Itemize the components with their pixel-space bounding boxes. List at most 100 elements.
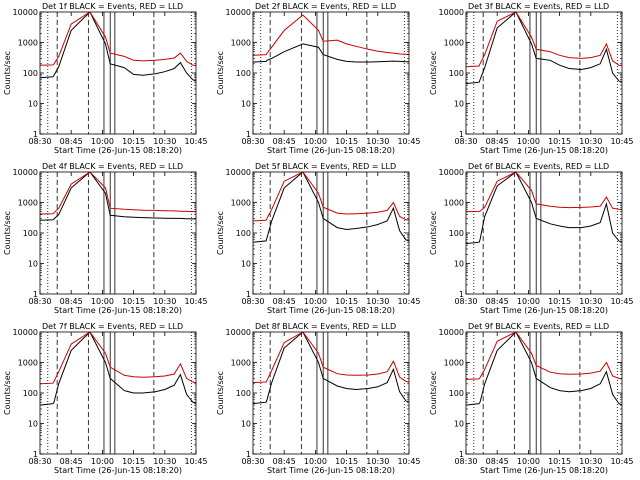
y-tick-label: 1 [246,290,251,299]
lld-series-line [40,12,196,67]
plot-frame [465,331,623,455]
lightcurve-chart: Det 2f BLACK = Events, RED = LLD 1 10 100 10… [216,2,421,155]
y-tick-label: 10000 [439,168,464,177]
x-tick-label: 10:00 [304,297,327,306]
plot-frame [252,331,410,455]
events-series-line [40,332,196,406]
lightcurve-chart: Det 9f BLACK = Events, RED = LLD 1 10 100 10… [429,322,634,475]
x-tick-label: 10:30 [153,457,176,466]
y-tick-label: 10 [28,260,38,269]
y-tick-label: 1000 [231,359,251,368]
x-tick-label: 08:45 [60,457,83,466]
x-tick-label: 08:45 [60,137,83,146]
panel-title: Det 4f BLACK = Events, RED = LLD [42,162,183,171]
y-tick-label: 1000 [444,39,464,48]
x-tick-label: 10:45 [184,137,207,146]
x-tick-label: 10:15 [335,457,358,466]
lld-series-line [40,332,196,385]
y-tick-label: 100 [449,389,464,398]
y-tick-label: 1 [459,290,464,299]
y-tick-label: 10 [241,100,251,109]
x-tick-label: 08:45 [486,457,509,466]
x-tick-label: 10:00 [517,137,540,146]
x-tick-label: 10:00 [304,137,327,146]
y-tick-label: 1000 [18,359,38,368]
y-tick-label: 1 [246,450,251,459]
lightcurve-chart: Det 3f BLACK = Events, RED = LLD 1 10 100 10… [429,2,634,155]
lightcurve-chart: Det 8f BLACK = Events, RED = LLD 1 10 100 10… [216,322,421,475]
detector-panel: Det 8f BLACK = Events, RED = LLD 1 10 100 10… [213,320,426,480]
x-tick-label: 08:30 [454,137,477,146]
events-series-line [466,172,622,245]
x-tick-label: 08:45 [60,297,83,306]
events-series-line [466,332,622,406]
detector-panel: Det 1f BLACK = Events, RED = LLD 1 10 100 10… [0,0,213,160]
y-axis-label: Counts/sec [3,371,12,415]
x-tick-label: 10:45 [397,297,420,306]
y-tick-label: 100 [449,229,464,238]
x-tick-label: 10:00 [91,297,114,306]
x-axis-label: Start Time (26-Jun-15 08:18:20) [54,146,182,155]
x-tick-label: 10:30 [579,457,602,466]
x-tick-label: 10:00 [91,137,114,146]
lld-series-line [40,172,196,215]
plot-frame [252,171,410,295]
x-axis-label: Start Time (26-Jun-15 08:18:20) [54,306,182,315]
x-tick-label: 08:45 [486,137,509,146]
x-tick-label: 08:45 [273,137,296,146]
x-tick-label: 10:00 [91,457,114,466]
y-tick-label: 10 [28,100,38,109]
x-tick-label: 10:45 [184,457,207,466]
x-tick-label: 10:30 [366,457,389,466]
panel-title: Det 5f BLACK = Events, RED = LLD [255,162,396,171]
y-axis-label: Counts/sec [216,51,225,95]
x-tick-label: 10:15 [548,297,571,306]
lld-series-line [466,12,622,68]
x-tick-label: 10:30 [153,137,176,146]
y-tick-label: 1000 [231,39,251,48]
x-axis-label: Start Time (26-Jun-15 08:18:20) [267,466,395,475]
y-tick-label: 1000 [231,199,251,208]
x-tick-label: 10:00 [517,457,540,466]
plot-frame [39,331,197,455]
y-tick-label: 1 [459,450,464,459]
x-tick-label: 08:30 [241,457,264,466]
x-tick-label: 10:15 [122,297,145,306]
plot-frame [39,11,197,135]
x-tick-label: 10:30 [579,297,602,306]
x-tick-label: 10:45 [397,457,420,466]
panel-title: Det 3f BLACK = Events, RED = LLD [468,2,609,11]
detector-panel: Det 2f BLACK = Events, RED = LLD 1 10 100 10… [213,0,426,160]
y-tick-label: 100 [236,389,251,398]
x-tick-label: 08:30 [28,137,51,146]
x-tick-label: 08:30 [28,457,51,466]
y-tick-label: 10000 [226,8,251,17]
panel-title: Det 2f BLACK = Events, RED = LLD [255,2,396,11]
lightcurve-chart: Det 1f BLACK = Events, RED = LLD 1 10 100 10… [3,2,208,155]
events-series-line [253,332,409,405]
y-tick-label: 1000 [18,39,38,48]
y-axis-label: Counts/sec [3,211,12,255]
y-tick-label: 100 [23,69,38,78]
x-axis-label: Start Time (26-Jun-15 08:18:20) [267,306,395,315]
x-tick-label: 10:15 [122,137,145,146]
lld-series-line [253,14,409,56]
detector-panel: Det 3f BLACK = Events, RED = LLD 1 10 100 10… [426,0,639,160]
y-tick-label: 1000 [444,359,464,368]
detector-panel: Det 9f BLACK = Events, RED = LLD 1 10 100 10… [426,320,639,480]
plot-frame [39,171,197,295]
y-tick-label: 10000 [13,168,38,177]
y-tick-label: 10000 [226,328,251,337]
y-tick-label: 100 [23,389,38,398]
events-series-line [253,172,409,243]
events-series-line [253,43,409,63]
lld-series-line [466,332,622,380]
panel-title: Det 7f BLACK = Events, RED = LLD [42,322,183,331]
x-tick-label: 10:15 [548,137,571,146]
y-tick-label: 1000 [18,199,38,208]
x-tick-label: 10:15 [335,297,358,306]
x-tick-label: 08:30 [454,297,477,306]
plot-frame [465,11,623,135]
y-axis-label: Counts/sec [216,371,225,415]
